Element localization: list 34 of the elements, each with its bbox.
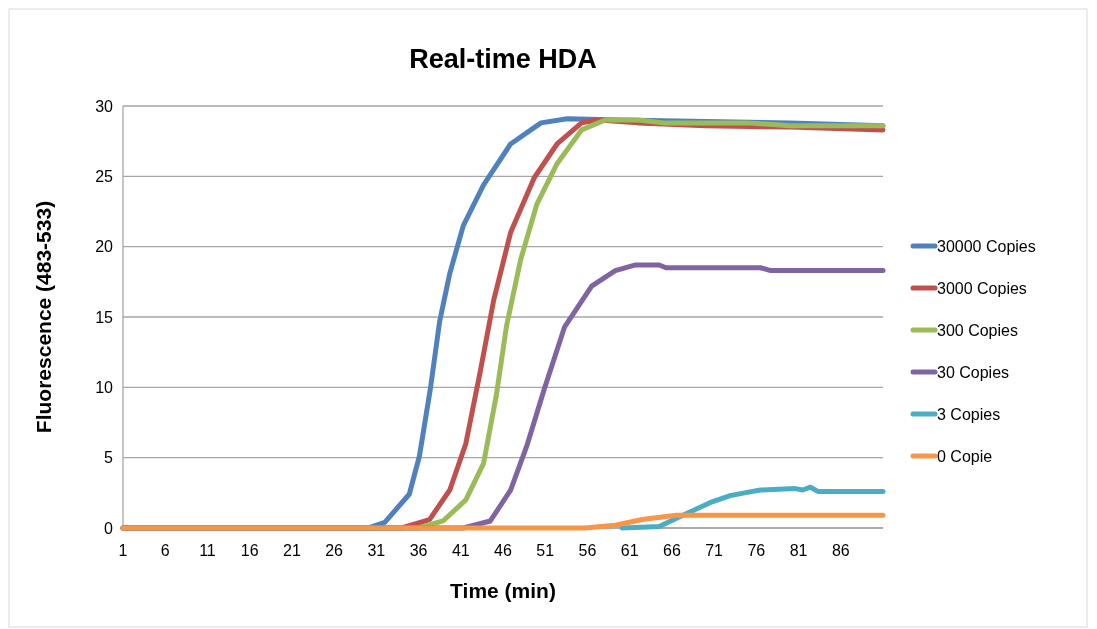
x-tick-label: 86 — [831, 542, 850, 559]
x-tick-label: 41 — [451, 542, 470, 559]
x-tick-label: 31 — [367, 542, 386, 559]
x-tick-label: 66 — [662, 542, 681, 559]
x-axis-title: Time (min) — [450, 579, 556, 602]
x-tick-label: 36 — [409, 542, 428, 559]
legend-label: 0 Copie — [937, 447, 993, 465]
y-axis-title: Fluorescence (483-533) — [32, 200, 55, 434]
x-tick-label: 71 — [705, 542, 724, 559]
legend-label: 300 Copies — [937, 321, 1018, 339]
y-tick-label: 25 — [95, 167, 114, 185]
legend-label: 30 Copies — [937, 363, 1010, 381]
x-tick-label: 81 — [789, 542, 808, 559]
y-tick-label: 20 — [95, 238, 114, 256]
y-tick-label: 10 — [95, 378, 114, 396]
x-tick-label: 21 — [282, 542, 301, 559]
legend-label: 3 Copies — [937, 405, 1001, 423]
x-tick-label: 16 — [240, 542, 259, 559]
x-tick-label: 1 — [118, 542, 128, 559]
x-tick-label: 56 — [578, 542, 597, 559]
x-tick-label: 51 — [536, 542, 555, 559]
legend-label: 3000 Copies — [937, 279, 1027, 297]
x-tick-label: 11 — [199, 542, 216, 559]
y-tick-label: 30 — [95, 97, 114, 115]
y-tick-label: 5 — [104, 449, 114, 467]
y-tick-label: 15 — [95, 308, 114, 326]
x-tick-label: 46 — [494, 542, 512, 559]
x-tick-label: 6 — [160, 542, 170, 559]
x-tick-label: 76 — [747, 542, 766, 559]
x-tick-label: 26 — [325, 542, 344, 559]
x-tick-label: 61 — [620, 542, 639, 559]
legend-label: 30000 Copies — [937, 237, 1036, 255]
y-tick-label: 0 — [104, 519, 114, 537]
chart-title: Real-time HDA — [409, 44, 597, 74]
